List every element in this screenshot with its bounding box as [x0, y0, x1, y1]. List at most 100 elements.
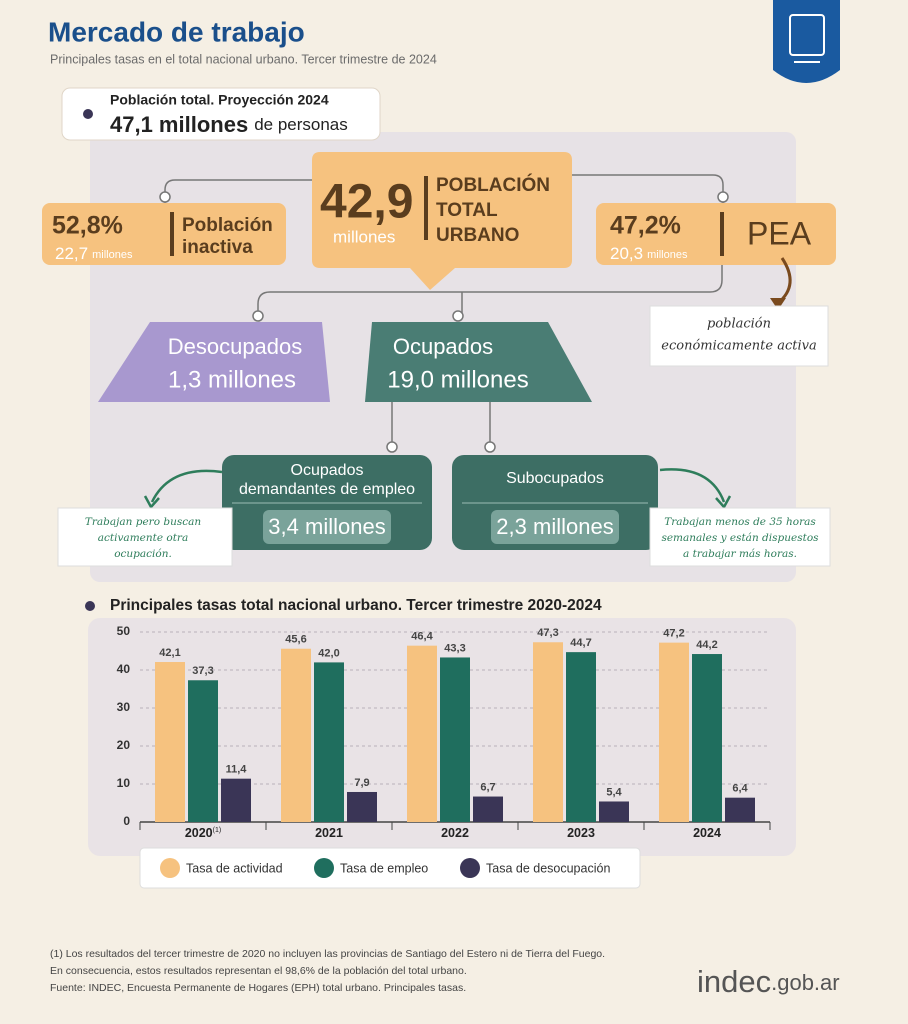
demandantes-note: Trabajan pero buscan: [85, 516, 202, 528]
urbano-unit: millones: [333, 227, 395, 246]
bar: [599, 801, 629, 822]
pea-number: 20,3: [610, 244, 643, 263]
connector: [572, 174, 724, 203]
value-label: 37,3: [192, 665, 213, 677]
footnote: En consecuencia, estos resultados repres…: [50, 965, 467, 977]
pea-value: 20,3 millones: [610, 244, 688, 263]
value-label: 44,7: [570, 637, 591, 649]
demandantes-value: 3,4 millones: [268, 514, 385, 539]
bar: [407, 645, 437, 822]
value-label: 11,4: [226, 764, 248, 776]
bar: [659, 642, 689, 822]
x-tick-text: 2021: [315, 826, 343, 840]
y-tick-label: 50: [117, 624, 131, 638]
inactiva-unit: millones: [92, 249, 133, 261]
x-tick-text: 2023: [567, 826, 595, 840]
y-tick-label: 10: [117, 776, 131, 790]
legend-swatch: [160, 858, 180, 878]
ocupados-box: [365, 322, 592, 402]
demandantes-note: activamente otra: [98, 532, 188, 544]
pea-unit: millones: [647, 249, 688, 261]
connector-dot: [717, 191, 729, 203]
subocupados-value: 2,3 millones: [496, 514, 613, 539]
connector: [164, 179, 312, 203]
arrow: [150, 469, 223, 503]
ocupados-label: Ocupados: [393, 334, 493, 359]
x-tick-label: 2023: [567, 826, 595, 840]
note-box: [57, 507, 233, 567]
bar: [188, 680, 218, 822]
x-tick-label: 2021: [315, 826, 343, 840]
bullet: [83, 109, 93, 119]
desocupados-box: [98, 322, 330, 402]
divider: [170, 212, 174, 256]
x-tick-text: 2022: [441, 826, 469, 840]
y-tick-label: 30: [117, 700, 131, 714]
value-label: 43,3: [444, 642, 465, 654]
urbano-label: TOTAL: [436, 200, 498, 221]
connector: [257, 265, 723, 318]
bar: [314, 662, 344, 822]
footnote-mark: (1): [213, 827, 222, 834]
subocupados-note: a trabajar más horas.: [683, 548, 797, 560]
desocupados-value: 1,3 millones: [168, 366, 296, 393]
divider: [424, 176, 428, 240]
subocupados-note: semanales y están dispuestos: [661, 532, 819, 544]
chart-title: Principales tasas total nacional urbano.…: [110, 597, 602, 614]
pea-note: económicamente activa: [661, 339, 816, 354]
logo-main: indec: [697, 964, 771, 999]
bar: [221, 778, 251, 822]
legend-label: Tasa de empleo: [340, 861, 428, 875]
value-label: 6,4: [732, 783, 748, 795]
bar: [725, 797, 755, 822]
inactiva-label: inactiva: [182, 237, 253, 258]
inactiva-percent: 52,8%: [52, 212, 123, 240]
note-box: [649, 507, 831, 567]
bar: [473, 796, 503, 822]
demandantes-note: ocupación.: [114, 548, 172, 560]
value-label: 46,4: [411, 631, 433, 643]
urbano-label: URBANO: [436, 225, 519, 246]
legend-swatch: [314, 858, 334, 878]
value-label: 5,4: [606, 786, 622, 798]
bar: [566, 652, 596, 822]
value-label: 42,0: [318, 647, 339, 659]
y-tick-label: 20: [117, 738, 131, 752]
arrowhead: [143, 495, 160, 510]
urbano-box: [312, 152, 572, 290]
logo: indec.gob.ar: [697, 964, 840, 999]
cv-icon: [773, 0, 840, 83]
connector-dot: [159, 191, 171, 203]
pea-label: PEA: [747, 215, 812, 251]
bar: [155, 662, 185, 822]
population-value: 47,1 millones de personas: [110, 112, 348, 137]
pea-box: [596, 203, 836, 265]
legend-box: [139, 847, 641, 889]
ocupados-value: 19,0 millones: [387, 366, 528, 393]
y-tick-label: 0: [123, 814, 130, 828]
connector-dot: [484, 441, 496, 453]
pea-note-box: [649, 305, 829, 367]
logo-domain: .gob.ar: [771, 970, 840, 995]
value-label: 44,2: [696, 639, 717, 651]
footnote: Fuente: INDEC, Encuesta Permanente de Ho…: [50, 982, 466, 994]
urbano-label: POBLACIÓN: [436, 174, 550, 196]
bar: [440, 657, 470, 822]
desocupados-label: Desocupados: [168, 334, 303, 359]
subocupados-note: Trabajan menos de 35 horas: [664, 516, 816, 528]
arrow: [659, 468, 726, 503]
legend-label: Tasa de actividad: [186, 861, 283, 875]
value-label: 45,6: [285, 634, 306, 646]
legend-label: Tasa de desocupación: [486, 861, 610, 875]
value-label: 47,3: [537, 627, 558, 639]
value-label: 47,2: [663, 628, 684, 640]
x-tick-text: 2020: [185, 826, 213, 840]
inactiva-box: [42, 203, 286, 265]
demandantes-label: demandantes de empleo: [239, 481, 415, 498]
title: Mercado de trabajo: [48, 16, 305, 47]
connector-dot: [452, 310, 464, 322]
inactiva-label: Población: [182, 215, 273, 236]
value-label: 6,7: [480, 781, 495, 793]
value-pill: [263, 510, 391, 544]
legend-swatch: [460, 858, 480, 878]
